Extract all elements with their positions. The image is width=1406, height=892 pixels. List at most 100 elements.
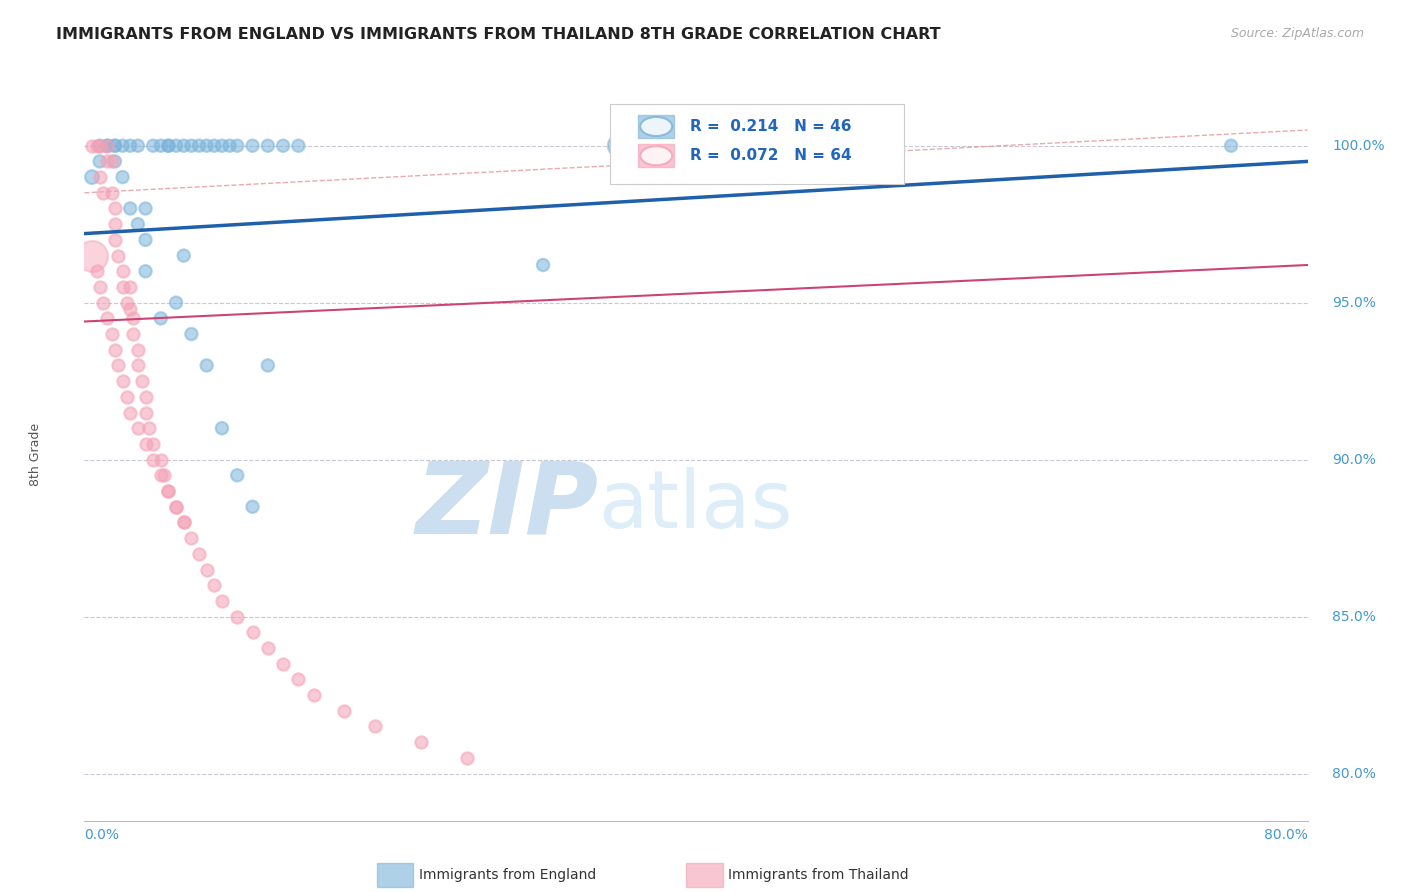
Point [142,437,165,451]
Point [127,421,149,435]
Point [1220,138,1243,153]
Point [157,138,180,153]
Point [107,359,129,373]
Point [135,202,157,216]
Point [165,295,187,310]
Point [111,138,134,153]
Point [89,280,111,294]
Point [80,138,103,153]
Point [257,138,280,153]
Point [135,233,157,247]
Point [104,217,127,231]
Point [127,359,149,373]
Point [86,264,108,278]
Point [173,516,195,530]
Point [202,578,225,592]
Point [104,233,127,247]
Circle shape [640,146,672,165]
Point [173,249,195,263]
Point [287,673,309,687]
Point [115,390,138,404]
Point [104,138,127,153]
Point [111,280,134,294]
Point [195,138,218,153]
Point [89,138,111,153]
Point [180,327,202,342]
Point [120,405,142,419]
Point [89,138,111,153]
Point [226,138,249,153]
Text: atlas: atlas [598,467,793,545]
Point [96,138,118,153]
Point [135,390,157,404]
Point [165,500,187,514]
Text: R =  0.072   N = 64: R = 0.072 N = 64 [690,148,852,163]
Point [165,138,187,153]
Point [135,264,157,278]
Point [211,138,233,153]
FancyBboxPatch shape [610,103,904,185]
Point [609,138,631,153]
Point [96,311,118,326]
Point [271,138,294,153]
Point [120,280,142,294]
Point [122,311,145,326]
Point [271,657,294,671]
Point [180,138,202,153]
Text: 85.0%: 85.0% [1331,609,1376,624]
Point [142,138,165,153]
FancyBboxPatch shape [638,144,673,168]
Point [120,138,142,153]
Text: Source: ZipAtlas.com: Source: ZipAtlas.com [1230,27,1364,40]
Point [333,704,356,718]
Text: R =  0.214   N = 46: R = 0.214 N = 46 [690,119,852,134]
Point [195,359,218,373]
Point [364,719,387,733]
Point [120,202,142,216]
Text: 100.0%: 100.0% [1331,139,1385,153]
Point [149,138,172,153]
Point [188,547,211,561]
Point [242,625,264,640]
Point [149,311,172,326]
Point [173,138,195,153]
Point [257,640,280,655]
Text: 80.0%: 80.0% [1264,828,1308,842]
Text: 95.0%: 95.0% [1331,295,1376,310]
Point [91,295,114,310]
Text: 8th Grade: 8th Grade [30,424,42,486]
FancyBboxPatch shape [638,115,673,138]
Point [122,327,145,342]
Point [115,295,138,310]
Point [287,138,309,153]
Point [157,483,180,498]
Point [188,138,211,153]
Text: Immigrants from Thailand: Immigrants from Thailand [728,868,908,882]
Point [127,138,149,153]
Circle shape [640,117,672,136]
Point [89,170,111,185]
Point [138,421,160,435]
Point [104,138,127,153]
Point [257,359,280,373]
Point [149,452,172,467]
Point [101,154,124,169]
Point [101,186,124,200]
Point [153,468,176,483]
Text: 80.0%: 80.0% [1331,766,1376,780]
Point [157,138,180,153]
Point [80,170,103,185]
Point [107,249,129,263]
Point [89,154,111,169]
Point [111,374,134,388]
Point [226,609,249,624]
Point [195,562,218,576]
Point [80,249,103,263]
Point [111,264,134,278]
Point [202,138,225,153]
Text: ZIP: ZIP [415,458,598,555]
Point [131,374,153,388]
Point [226,468,249,483]
Point [165,500,187,514]
Point [211,594,233,608]
